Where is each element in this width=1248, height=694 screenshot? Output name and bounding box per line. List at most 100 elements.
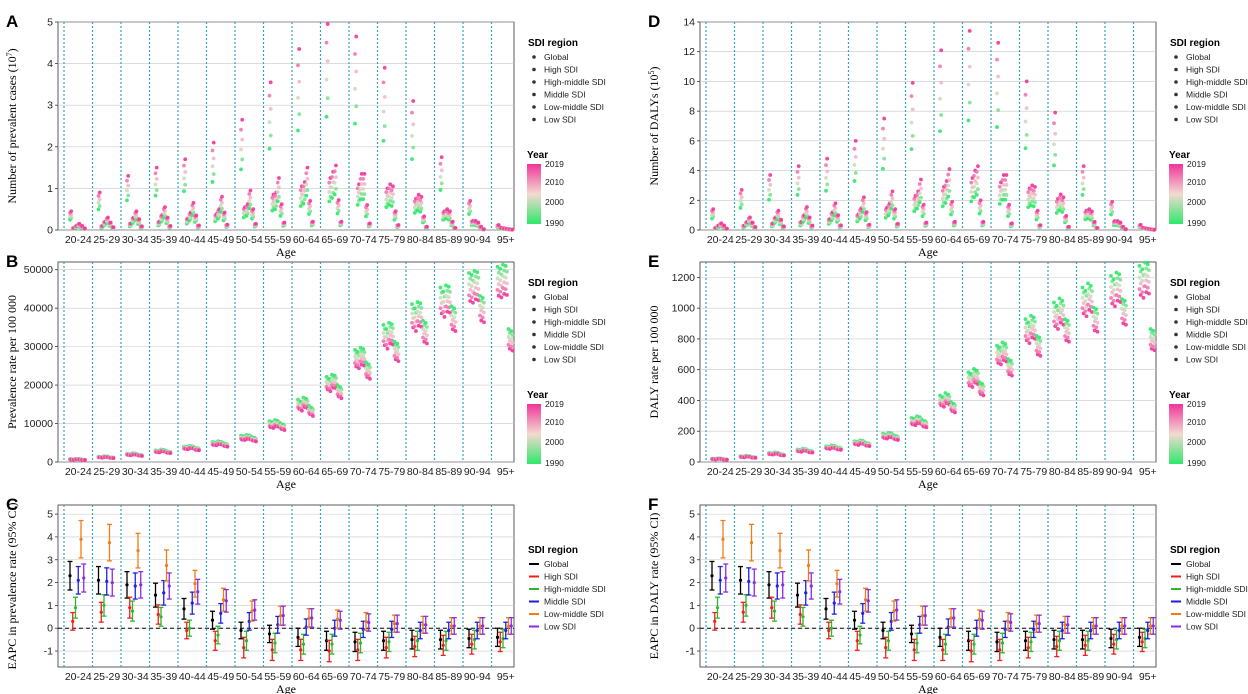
eapc-point (1091, 624, 1096, 628)
data-point (182, 163, 186, 168)
legend-item-label: High SDI (1186, 65, 1220, 75)
x-tick-label: 45-49 (849, 234, 876, 246)
data-point (1080, 295, 1085, 300)
data-point (268, 80, 273, 85)
data-point (1111, 298, 1116, 303)
eapc-point (952, 616, 956, 620)
eapc-point (99, 610, 103, 614)
eapc-point (838, 590, 842, 594)
eapc-point (713, 619, 717, 623)
data-point (909, 147, 914, 152)
data-point (722, 223, 727, 228)
data-point (191, 201, 196, 205)
data-point (767, 178, 771, 182)
data-point (453, 310, 458, 315)
legend-item-label: Middle SDI (544, 330, 586, 340)
data-point (1143, 260, 1147, 265)
data-point (1001, 183, 1006, 187)
x-tick-label: 30-34 (764, 234, 791, 246)
data-point (1087, 307, 1092, 312)
eapc-point (216, 633, 220, 637)
eapc-point (395, 622, 399, 626)
data-point (476, 275, 481, 280)
data-point (1122, 318, 1127, 322)
panel-f: -1 0 1 2 3 4 5 20-24 25-29 30-34 35-39 40-44 45-49 50… (647, 495, 1248, 694)
y-tick-label: 2 (689, 577, 695, 589)
data-point (776, 208, 781, 213)
panel-label: C (6, 495, 18, 514)
eapc-point (710, 574, 714, 578)
legend-item-label: Middle SDI (1186, 90, 1228, 100)
data-point (893, 207, 898, 212)
legend-item-label: Global (544, 559, 569, 569)
data-point (439, 168, 444, 173)
data-point (1056, 327, 1060, 331)
eapc-point (441, 643, 445, 647)
data-point (1145, 285, 1150, 290)
data-point (1057, 202, 1062, 206)
data-point (943, 192, 948, 197)
year-colorbar-tick: 1990 (1187, 458, 1206, 468)
data-point (1008, 358, 1013, 363)
data-point (482, 227, 486, 232)
data-point (940, 196, 945, 201)
data-point (410, 157, 414, 161)
data-point (391, 192, 395, 197)
data-point (505, 281, 509, 286)
data-point (389, 330, 394, 335)
data-point (325, 22, 330, 26)
eapc-point (946, 625, 950, 629)
data-point (1053, 152, 1058, 157)
data-point (296, 128, 300, 133)
data-point (183, 182, 188, 187)
legend-item-label: Low SDI (544, 115, 576, 125)
data-point (364, 372, 368, 377)
data-point (913, 423, 918, 428)
eapc-point (367, 620, 371, 625)
legend-marker (532, 307, 536, 312)
data-point (469, 284, 474, 289)
data-point (1058, 192, 1063, 197)
legend-marker (1174, 295, 1178, 299)
eapc-point (1117, 628, 1121, 633)
data-point (425, 224, 429, 229)
eapc-point (153, 593, 158, 597)
eapc-point (972, 642, 976, 646)
data-point (438, 306, 443, 311)
eapc-point (747, 579, 751, 584)
eapc-point (449, 624, 454, 628)
data-point (304, 193, 309, 198)
data-point (467, 282, 471, 287)
legend-item-label: Low-middle SDI (1186, 102, 1246, 112)
legend-item-label: High-middle SDI (544, 584, 606, 594)
data-point (410, 133, 414, 138)
data-point (1090, 209, 1094, 214)
data-point (96, 207, 101, 212)
eapc-point (892, 609, 896, 613)
x-tick-label: 35-39 (792, 234, 819, 246)
y-tick-label: 2 (47, 141, 53, 153)
data-point (509, 344, 514, 349)
data-point (1124, 322, 1128, 327)
eapc-point (1052, 638, 1056, 642)
data-point (1087, 286, 1092, 291)
data-point (1006, 363, 1010, 367)
data-point (1008, 370, 1013, 375)
data-point (126, 183, 131, 188)
legend-item-label: Global (544, 292, 569, 302)
data-point (1023, 317, 1028, 322)
eapc-point (335, 617, 340, 621)
data-point (882, 116, 887, 121)
data-point (919, 177, 923, 182)
data-point (1115, 276, 1120, 281)
data-point (361, 176, 366, 181)
data-point (995, 91, 999, 96)
x-tick-label: 25-29 (93, 671, 120, 683)
data-point (1081, 175, 1086, 180)
data-point (1091, 305, 1096, 310)
eapc-point (79, 537, 83, 541)
data-point (362, 357, 367, 361)
data-point (441, 299, 446, 304)
data-point (996, 40, 1001, 45)
data-point (1000, 187, 1005, 192)
